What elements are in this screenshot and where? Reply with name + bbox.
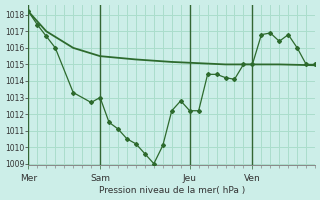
X-axis label: Pression niveau de la mer( hPa ): Pression niveau de la mer( hPa )	[99, 186, 245, 195]
